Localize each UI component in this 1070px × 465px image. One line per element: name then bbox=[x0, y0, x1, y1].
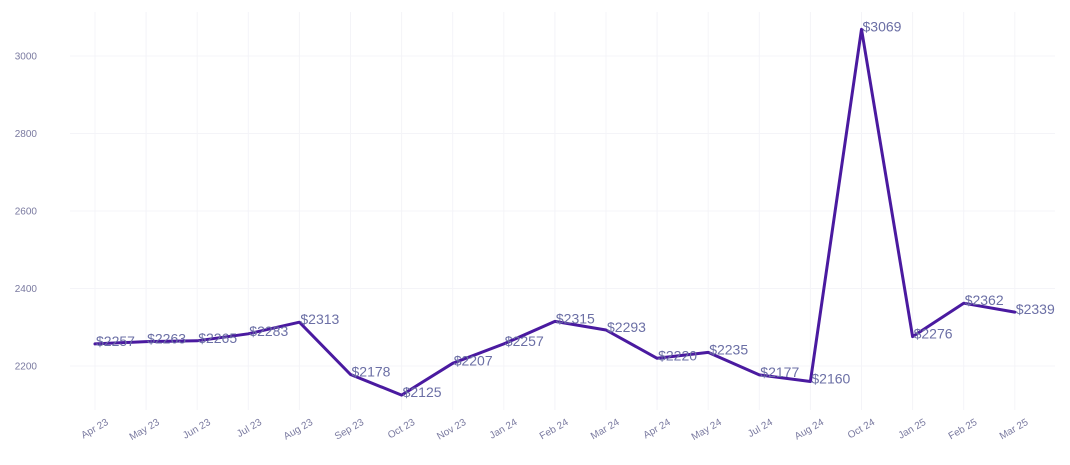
x-tick-label: Oct 23 bbox=[386, 417, 417, 441]
x-tick-label: Aug 23 bbox=[282, 417, 315, 443]
data-label: $2293 bbox=[607, 319, 646, 335]
x-tick-label: Apr 24 bbox=[642, 417, 673, 441]
data-label: $2263 bbox=[147, 331, 186, 347]
x-tick-label: Mar 25 bbox=[998, 417, 1031, 442]
x-tick-label: Nov 23 bbox=[435, 417, 468, 443]
y-tick-label: 2600 bbox=[15, 207, 38, 218]
x-tick-label: Jul 23 bbox=[235, 417, 264, 440]
data-label: $2235 bbox=[709, 341, 748, 357]
y-grid bbox=[70, 55, 1055, 367]
data-label: $2362 bbox=[965, 292, 1004, 308]
x-tick-label: Jan 24 bbox=[488, 417, 520, 442]
data-label: $2125 bbox=[403, 384, 442, 400]
y-tick-label: 2200 bbox=[15, 362, 38, 373]
x-axis-ticks: Apr 23 May 23 Jun 23 Jul 23 Aug 23 Sep 23 Oct … bbox=[79, 417, 1030, 443]
x-tick-label: Jun 23 bbox=[181, 417, 213, 442]
data-label: $2177 bbox=[760, 364, 799, 380]
x-tick-label: Feb 25 bbox=[947, 417, 980, 442]
data-label: $2276 bbox=[914, 326, 953, 342]
data-label: $2220 bbox=[658, 347, 697, 363]
data-label: $2257 bbox=[96, 333, 135, 349]
y-tick-label: 3000 bbox=[15, 52, 38, 63]
x-tick-label: May 24 bbox=[690, 417, 724, 443]
data-label: $2315 bbox=[556, 310, 595, 326]
y-tick-label: 2800 bbox=[15, 129, 38, 140]
data-label: $2283 bbox=[249, 323, 288, 339]
x-tick-label: Feb 24 bbox=[538, 417, 571, 442]
x-tick-label: May 23 bbox=[128, 417, 162, 443]
x-tick-label: Mar 24 bbox=[589, 417, 622, 442]
series-line-price bbox=[93, 27, 1017, 397]
x-tick-label: Sep 23 bbox=[333, 417, 366, 443]
data-label: $2257 bbox=[505, 333, 544, 349]
data-labels: $2257 $2263 $2265 $2283 $2313 $2178 $2125 $2207… bbox=[96, 18, 1055, 400]
data-label: $2160 bbox=[811, 371, 850, 387]
data-label: $3069 bbox=[863, 18, 902, 34]
y-axis-ticks: 2200 2400 2600 2800 3000 bbox=[15, 52, 38, 373]
data-label: $2339 bbox=[1016, 301, 1055, 317]
data-label: $2178 bbox=[352, 364, 391, 380]
x-tick-label: Apr 23 bbox=[79, 417, 110, 441]
y-tick-label: 2400 bbox=[15, 284, 38, 295]
x-tick-label: Jul 24 bbox=[746, 417, 775, 440]
data-label: $2313 bbox=[300, 311, 339, 327]
x-tick-label: Oct 24 bbox=[846, 417, 877, 441]
x-tick-label: Jan 25 bbox=[897, 417, 929, 442]
data-label: $2265 bbox=[198, 330, 237, 346]
data-label: $2207 bbox=[454, 352, 493, 368]
x-tick-label: Aug 24 bbox=[793, 417, 826, 443]
